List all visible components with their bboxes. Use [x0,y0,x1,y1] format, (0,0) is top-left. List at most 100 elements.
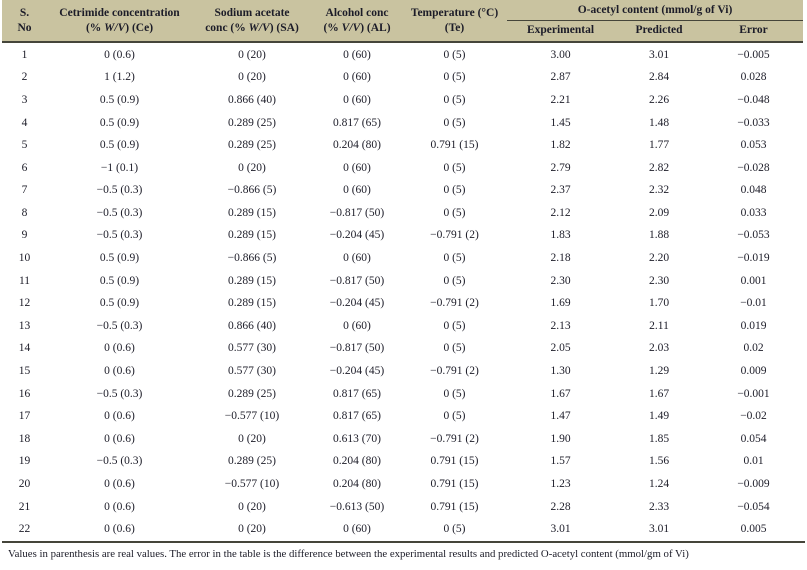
cell-sodium-acetate: 0.289 (25) [228,387,276,400]
cell-experimental: 2.30 [550,274,571,287]
col-header-sno-line1: S. [19,7,30,19]
cell-predicted: 2.32 [648,184,670,197]
cell-temperature: 0 (5) [443,206,466,219]
cell-sodium-acetate: 0.289 (25) [228,116,276,129]
cell-sodium-acetate: 0 (20) [238,432,266,445]
cell-temperature: 0 (5) [443,116,466,129]
cell-error: 0.019 [740,319,767,332]
cell-predicted: 1.77 [648,139,670,152]
cell-temperature: 0 (5) [443,184,466,197]
cell-sno: 17 [18,410,31,423]
cell-cetrimide: 0.5 (0.9) [99,297,140,310]
cell-alcohol: −0.204 (45) [329,297,385,310]
cell-sodium-acetate: 0.866 (40) [228,93,276,106]
cell-alcohol: 0 (60) [343,161,371,174]
table-row: 9 −0.5 (0.3) 0.289 (15) −0.204 (45) −0.791 (… [2,224,803,247]
cell-experimental: 1.67 [550,387,571,400]
table-row: 18 0 (0.6) 0 (20) 0.613 (70) −0.791 (2) 1.90 1… [2,428,803,451]
cell-cetrimide: −0.5 (0.3) [96,229,143,242]
col-header-oacetyl-group: O-acetyl content (mmol/g of Vi) [507,0,803,21]
cell-predicted: 1.24 [648,478,670,491]
cell-alcohol: 0 (60) [343,523,371,536]
cell-sno: 2 [21,71,28,84]
cell-experimental: 2.12 [550,206,571,219]
table-row: 17 0 (0.6) −0.577 (10) 0.817 (65) 0 (5) 1.47 1… [2,405,803,428]
cell-cetrimide: 0 (0.6) [104,432,135,445]
table-row: 6 −1 (0.1) 0 (20) 0 (60) 0 (5) 2.79 2.82 −0.028 [2,156,803,179]
col-header-sodium-acetate-line1: Sodium acetate [214,7,290,19]
cell-error: −0.054 [737,500,770,513]
cell-error: 0.001 [740,274,767,287]
cell-sodium-acetate: 0.289 (15) [228,274,276,287]
header-row-2: Experimental Predicted Error [2,20,803,43]
cell-cetrimide: 0 (0.6) [104,342,135,355]
cell-sodium-acetate: 0 (20) [238,523,266,536]
cell-sno: 20 [18,478,31,491]
cell-sno: 8 [21,206,28,219]
cell-temperature: 0 (5) [443,410,466,423]
cell-sno: 11 [18,274,31,287]
cell-sodium-acetate: −0.577 (10) [224,478,280,491]
cell-predicted: 2.33 [648,500,670,513]
cell-alcohol: 0.817 (65) [333,387,381,400]
cell-sodium-acetate: 0.289 (25) [228,139,276,152]
experimental-design-table: S. No Cetrimide concentration (% W/V) (C… [2,0,803,541]
col-header-predicted: Predicted [614,20,704,43]
cell-sno: 10 [18,252,31,265]
cell-experimental: 3.00 [550,48,571,61]
cell-error: −0.02 [740,410,767,423]
cell-error: 0.048 [740,184,767,197]
cell-sodium-acetate: 0.289 (15) [228,297,276,310]
table-body: 1 0 (0.6) 0 (20) 0 (60) 0 (5) 3.00 3.01 −0.005 2… [2,42,803,540]
table-row: 5 0.5 (0.9) 0.289 (25) 0.204 (80) 0.791 (15)… [2,134,803,157]
cell-predicted: 3.01 [648,523,670,536]
cell-experimental: 1.90 [550,432,571,445]
table-row: 21 0 (0.6) 0 (20) −0.613 (50) 0.791 (15) 2.28… [2,495,803,518]
cell-alcohol: 0.204 (80) [333,455,381,468]
cell-error: −0.005 [737,48,770,61]
table-row: 16 −0.5 (0.3) 0.289 (25) 0.817 (65) 0 (5) 1.6… [2,382,803,405]
cell-temperature: −0.791 (2) [430,229,479,242]
cell-cetrimide: 0.5 (0.9) [99,93,140,106]
cell-sodium-acetate: 0 (20) [238,500,266,513]
cell-error: 0.053 [740,139,767,152]
cell-error: 0.005 [740,523,767,536]
cell-predicted: 1.29 [648,365,670,378]
cell-predicted: 2.26 [648,93,670,106]
cell-sno: 9 [21,229,28,242]
cell-sno: 3 [21,93,28,106]
cell-error: 0.054 [740,432,767,445]
table-row: 14 0 (0.6) 0.577 (30) −0.817 (50) 0 (5) 2.05 2… [2,337,803,360]
cell-experimental: 1.57 [550,455,571,468]
cell-experimental: 1.82 [550,139,571,152]
cell-temperature: 0.791 (15) [430,455,479,468]
col-header-cetrimide-line1: Cetrimide concentration [59,7,180,19]
cell-predicted: 3.01 [648,48,670,61]
cell-cetrimide: 0 (0.6) [104,523,135,536]
cell-error: −0.009 [737,478,770,491]
cell-sodium-acetate: 0 (20) [238,161,266,174]
cell-sno: 18 [18,432,31,445]
cell-sno: 14 [18,342,31,355]
cell-sno: 1 [21,48,28,61]
cell-sodium-acetate: −0.866 (5) [227,252,277,265]
cell-error: −0.028 [737,161,770,174]
table-row: 7 −0.5 (0.3) −0.866 (5) 0 (60) 0 (5) 2.37 2.32… [2,179,803,202]
cell-temperature: −0.791 (2) [430,297,479,310]
col-header-sno: S. No [2,0,47,43]
cell-experimental: 2.79 [550,161,571,174]
table-row: 1 0 (0.6) 0 (20) 0 (60) 0 (5) 3.00 3.01 −0.005 [2,42,803,66]
table-row: 15 0 (0.6) 0.577 (30) −0.204 (45) −0.791 (2)… [2,360,803,383]
cell-predicted: 1.88 [648,229,670,242]
cell-error: 0.028 [740,71,767,84]
cell-experimental: 2.37 [550,184,571,197]
cell-alcohol: −0.204 (45) [329,365,385,378]
cell-sno: 22 [18,523,31,536]
cell-alcohol: 0.817 (65) [333,116,381,129]
cell-predicted: 1.85 [648,432,670,445]
table-row: 3 0.5 (0.9) 0.866 (40) 0 (60) 0 (5) 2.21 2.26 −… [2,89,803,112]
col-header-cetrimide: Cetrimide concentration (% W/V) (Ce) [47,0,192,43]
cell-alcohol: 0.204 (80) [333,139,381,152]
cell-error: −0.048 [737,93,770,106]
cell-experimental: 2.13 [550,319,571,332]
